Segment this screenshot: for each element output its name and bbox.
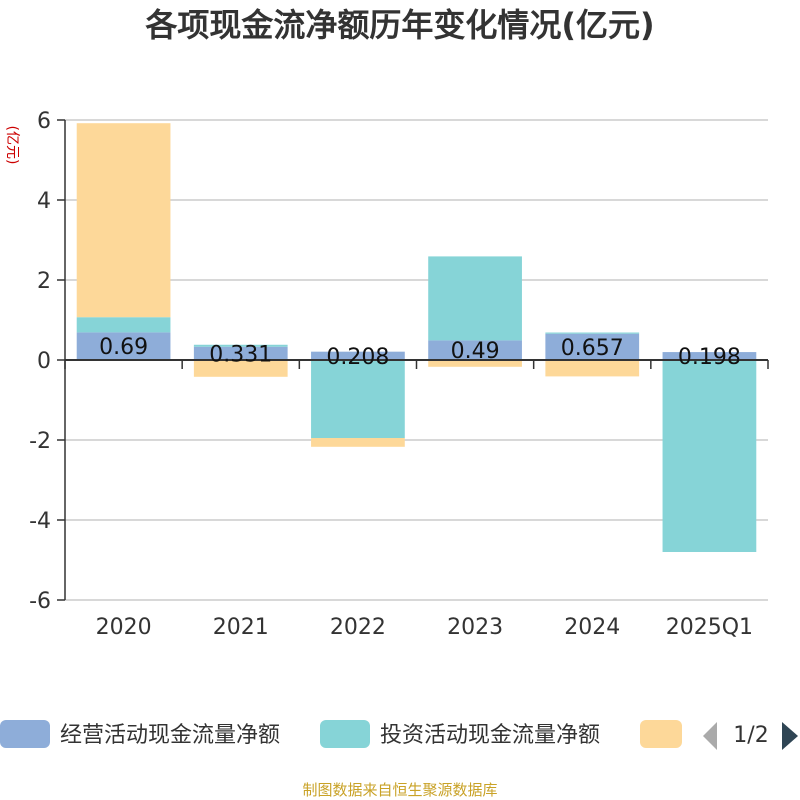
bar-segment-series-0[interactable] bbox=[545, 333, 640, 360]
bars bbox=[76, 123, 757, 552]
bar-segment-series-1[interactable] bbox=[428, 256, 522, 341]
bar-segment-series-1[interactable] bbox=[545, 332, 640, 334]
bar-segment-series-0[interactable] bbox=[311, 351, 405, 360]
bar-segment-series-0[interactable] bbox=[193, 346, 288, 360]
x-tick-label: 2023 bbox=[447, 615, 503, 640]
source-note: 制图数据来自恒生聚源数据库 bbox=[302, 781, 497, 799]
y-tick-label: 6 bbox=[37, 109, 51, 134]
legend-page-indicator: 1/2 bbox=[733, 723, 768, 748]
legend-swatch-investing[interactable] bbox=[320, 720, 370, 748]
bar-segment-series-0[interactable] bbox=[76, 332, 171, 360]
legend-swatch-operating[interactable] bbox=[0, 720, 50, 748]
bar-segment-series-0[interactable] bbox=[662, 352, 757, 360]
chart-title: 各项现金流净额历年变化情况(亿元) bbox=[145, 6, 654, 44]
bar-segment-series-1[interactable] bbox=[193, 344, 288, 347]
legend-label-operating[interactable]: 经营活动现金流量净额 bbox=[60, 723, 280, 748]
bar-segment-series-0[interactable] bbox=[428, 340, 522, 360]
y-tick-label: 2 bbox=[37, 269, 51, 294]
axes: 6 4 2 0 -2 -4 -6 2020 2021 2022 2023 2024 2025Q1 bbox=[29, 109, 769, 640]
data-label: 0.208 bbox=[326, 345, 389, 370]
y-tick-label: -6 bbox=[29, 589, 51, 614]
data-label: 0.49 bbox=[451, 339, 500, 364]
x-tick-label: 2025Q1 bbox=[666, 615, 753, 640]
x-tick-label: 2022 bbox=[330, 615, 386, 640]
bar-segment-series-1[interactable] bbox=[76, 317, 171, 333]
y-tick-label: 0 bbox=[37, 349, 51, 374]
legend-label-investing[interactable]: 投资活动现金流量净额 bbox=[380, 723, 600, 748]
legend-next-page-icon[interactable] bbox=[782, 722, 798, 750]
x-tick-label: 2021 bbox=[213, 615, 269, 640]
bar-segment-series-2[interactable] bbox=[545, 360, 640, 377]
y-tick-label: -4 bbox=[29, 509, 51, 534]
x-tick-label: 2024 bbox=[564, 615, 620, 640]
bar-segment-series-1[interactable] bbox=[662, 360, 757, 552]
data-label: 0.198 bbox=[678, 345, 741, 370]
bar-segment-series-2[interactable] bbox=[76, 123, 171, 318]
data-label: 0.331 bbox=[209, 342, 272, 367]
bar-segment-series-2[interactable] bbox=[193, 360, 288, 377]
bar-segment-series-2[interactable] bbox=[428, 360, 522, 367]
legend-swatch-financing[interactable] bbox=[640, 720, 682, 748]
data-label: 0.69 bbox=[99, 335, 148, 360]
x-tick-label: 2020 bbox=[96, 615, 152, 640]
data-labels: 0.69 0.331 0.208 0.49 0.657 0.198 bbox=[99, 335, 741, 370]
legend: 经营活动现金流量净额 投资活动现金流量净额 1/2 bbox=[0, 720, 798, 750]
bar-segment-series-2[interactable] bbox=[311, 438, 405, 447]
y-axis-unit-label: (亿元) bbox=[4, 126, 20, 165]
y-tick-label: -2 bbox=[29, 429, 51, 454]
data-label: 0.657 bbox=[561, 336, 624, 361]
bar-segment-series-1[interactable] bbox=[311, 360, 405, 438]
legend-prev-page-icon[interactable] bbox=[703, 722, 717, 750]
grid-lines bbox=[65, 119, 768, 601]
y-tick-label: 4 bbox=[37, 189, 51, 214]
